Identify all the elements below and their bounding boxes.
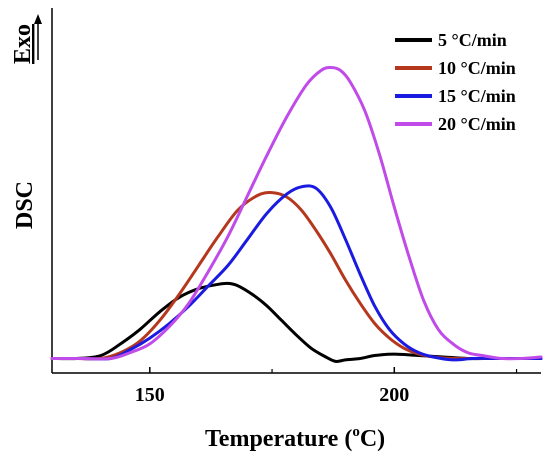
series-line-4 <box>50 66 543 361</box>
x-axis-title-superscript: o <box>352 424 360 440</box>
series-line-3 <box>50 184 543 362</box>
x-ticks: 150 200 <box>135 367 518 406</box>
exo-label: Exo <box>10 24 36 64</box>
exo-arrow-icon <box>34 14 42 60</box>
x-axis-title: Temperature (oC) <box>205 424 385 452</box>
series-layer <box>50 66 543 363</box>
x-tick-label: 150 <box>135 384 165 406</box>
legend-label-2: 10 °C/min <box>438 58 516 78</box>
x-axis-title-end: C) <box>360 426 385 452</box>
legend-label-4: 20 °C/min <box>438 114 516 134</box>
legend-label-1: 5 °C/min <box>438 30 507 50</box>
x-axis-title-main: Temperature ( <box>205 426 352 452</box>
plot-frame <box>51 8 541 374</box>
x-tick-label: 200 <box>379 384 409 406</box>
legend: 5 °C/min 10 °C/min 15 °C/min 20 °C/min <box>395 30 516 134</box>
y-axis-title: DSC <box>12 181 38 229</box>
legend-label-3: 15 °C/min <box>438 86 516 106</box>
